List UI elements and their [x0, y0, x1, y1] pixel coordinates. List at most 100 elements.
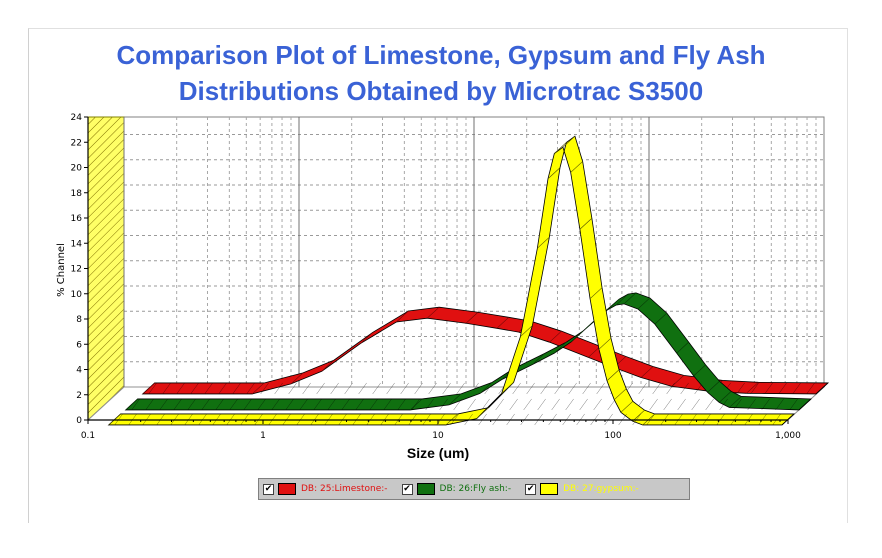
- x-axis-label: Size (um): [407, 445, 469, 461]
- series-segment-0: [496, 317, 510, 329]
- series-hatch-1: [341, 398, 350, 411]
- series-tail-0: [815, 382, 829, 395]
- x-tick-label: 1,000: [775, 431, 801, 441]
- series-segment-0: [251, 382, 265, 395]
- series-segment-1: [693, 364, 706, 377]
- y-tick-label: 4: [76, 366, 82, 376]
- series-segment-0: [640, 366, 654, 378]
- x-tick-label: 100: [604, 431, 621, 441]
- series-segment-2: [562, 135, 576, 148]
- series-segment-1: [729, 396, 742, 408]
- series-segment-2: [589, 287, 603, 299]
- series-hatch-0: [680, 382, 689, 395]
- series-hatch-1: [215, 398, 224, 411]
- legend-checkbox-limestone[interactable]: ✔: [263, 483, 274, 495]
- series-hatch-0: [540, 382, 549, 395]
- series-hatch-1: [719, 398, 728, 411]
- legend-item-gypsum[interactable]: ✔ DB: 27:gypsum:-: [525, 483, 647, 495]
- series-segment-1: [615, 293, 629, 306]
- series-hatch-0: [260, 382, 269, 395]
- series-segment-0: [588, 346, 601, 358]
- series-hatch-0: [330, 382, 339, 395]
- series-hatch-0: [442, 382, 451, 395]
- series-hatch-0: [596, 382, 605, 395]
- series-segment-0: [549, 330, 562, 343]
- series-hatch-0: [274, 382, 283, 395]
- series-hatch-0: [638, 382, 647, 395]
- series-hatch-1: [733, 398, 742, 411]
- series-hatch-1: [131, 398, 140, 411]
- series-hatch-1: [201, 398, 210, 411]
- series-hatch-1: [579, 398, 588, 411]
- series-hatch-1: [509, 398, 518, 411]
- series-hatch-1: [313, 398, 322, 411]
- series-hatch-0: [372, 382, 381, 395]
- x-tick-label: 10: [432, 431, 444, 441]
- series-hatch-0: [750, 382, 759, 395]
- series-hatch-1: [439, 398, 448, 411]
- series-hatch-0: [414, 382, 423, 395]
- series-hatch-0: [806, 382, 815, 395]
- y-tick-label: 22: [71, 138, 82, 148]
- series-segment-0: [746, 382, 759, 394]
- series-segment-1: [571, 330, 584, 342]
- series-segment-2: [598, 337, 612, 350]
- series-hatch-0: [344, 382, 353, 395]
- y-tick-label: 24: [71, 113, 83, 123]
- chart-title-line-1: Comparison Plot of Limestone, Gypsum and…: [116, 40, 766, 70]
- series-hatch-0: [400, 382, 409, 395]
- y-tick-label: 8: [76, 315, 82, 325]
- series-hatch-0: [666, 382, 675, 395]
- left-wall: [87, 116, 125, 422]
- series-hatch-1: [649, 398, 658, 411]
- series-hatch-0: [526, 382, 535, 395]
- legend-checkbox-gypsum[interactable]: ✔: [525, 483, 537, 495]
- legend-swatch-fly-ash: [416, 483, 435, 495]
- series-hatch-1: [691, 398, 700, 411]
- series-segment-0: [671, 375, 685, 387]
- legend-checkbox-fly-ash[interactable]: ✔: [401, 483, 413, 495]
- series-hatch-0: [428, 382, 437, 395]
- series-hatch-0: [554, 382, 563, 395]
- y-tick-label: 20: [71, 164, 83, 174]
- series-hatch-1: [355, 398, 364, 411]
- legend-item-limestone[interactable]: ✔ DB: 25:Limestone:-: [263, 483, 396, 495]
- series-hatch-0: [190, 382, 199, 395]
- legend-item-fly-ash[interactable]: ✔ DB: 26:Fly ash:-: [401, 483, 520, 495]
- legend-swatch-limestone: [278, 483, 296, 495]
- series-hatch-1: [425, 398, 434, 411]
- series-hatch-1: [495, 398, 504, 411]
- y-tick-label: 18: [71, 189, 83, 199]
- series-segment-1: [719, 391, 732, 403]
- series-segment-0: [360, 332, 373, 344]
- series-segment-0: [396, 310, 409, 323]
- series-hatch-0: [568, 382, 577, 395]
- series-segment-2: [632, 409, 645, 422]
- series-hatch-1: [537, 398, 546, 411]
- series-hatch-0: [358, 382, 367, 395]
- series-hatch-0: [218, 382, 227, 395]
- x-tick-label: 1: [260, 431, 266, 441]
- legend-label-fly-ash: DB: 26:Fly ash:-: [439, 484, 512, 494]
- x-tick-label: 0.1: [81, 431, 95, 441]
- series-segment-1: [623, 292, 637, 305]
- series-hatch-0: [652, 382, 661, 395]
- series-hatch-1: [243, 398, 252, 411]
- series-segment-2: [501, 382, 514, 394]
- y-tick-label: 2: [76, 391, 82, 401]
- series-segment-1: [532, 353, 545, 365]
- y-tick-label: 6: [76, 340, 82, 350]
- series-tail-1: [798, 398, 812, 411]
- legend: ✔ DB: 25:Limestone:- ✔ DB: 26:Fly ash:- …: [258, 478, 690, 500]
- y-tick-label: 14: [71, 239, 83, 249]
- series-segment-0: [321, 360, 335, 372]
- series-hatch-0: [792, 382, 801, 395]
- series-hatch-1: [299, 398, 308, 411]
- series-hatch-1: [761, 398, 770, 411]
- series-segment-2: [620, 401, 634, 413]
- series-hatch-1: [285, 398, 294, 411]
- legend-label-limestone: DB: 25:Limestone:-: [301, 484, 388, 494]
- series-segment-1: [125, 398, 138, 411]
